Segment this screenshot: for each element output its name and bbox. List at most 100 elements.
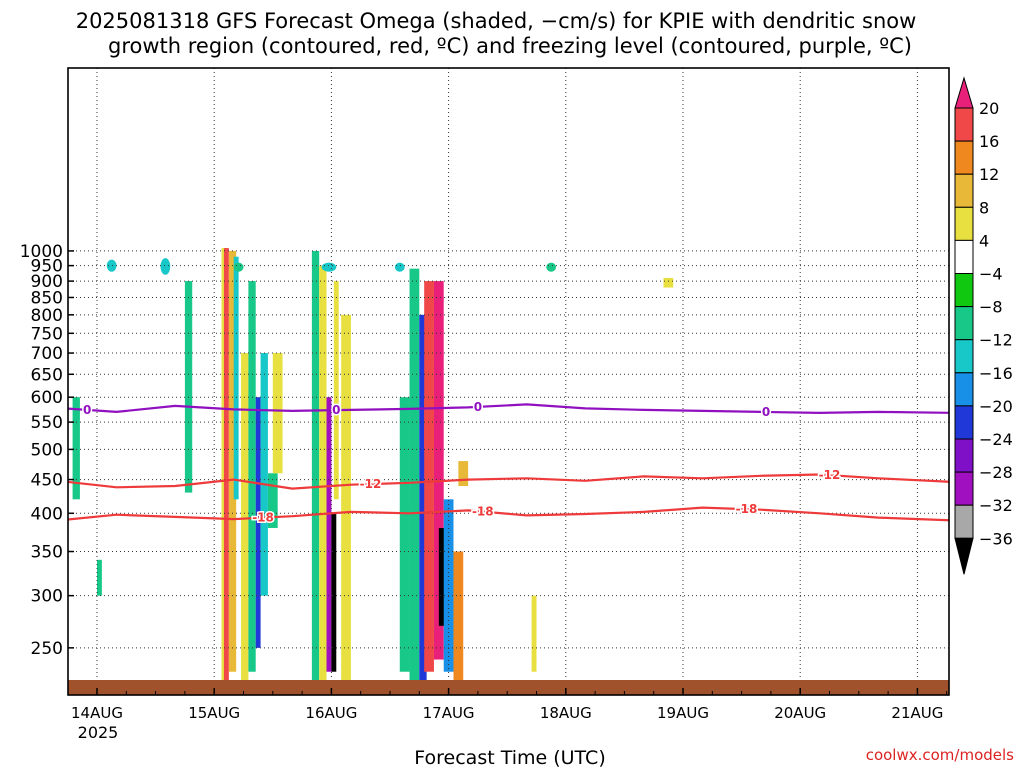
colorbar-label-3: 8 [979,198,989,217]
y-tick-label-700: 700 [31,344,63,364]
y-tick-label-800: 800 [31,306,63,326]
y-tick-label-500: 500 [31,440,63,460]
omega-band-23 [443,499,454,672]
omega-band-4 [241,353,249,695]
omega-band-19 [424,397,434,672]
chart-title-line-1: 2025081318 GFS Forecast Omega (shaded, −… [76,9,917,33]
y-tick-label-400: 400 [31,504,63,524]
colorbar-swatch-12 [954,471,974,506]
y-tick-label-950: 950 [31,257,63,277]
y-tick-label-650: 650 [31,365,63,385]
omega-blob-30 [160,258,171,275]
omega-blob-34 [546,262,557,272]
plot-frame [67,67,950,696]
colorbar-label-6: −8 [979,298,1003,317]
x-tick-label-21AUG: 21AUG [891,704,943,722]
omega-band-27 [97,559,102,596]
omega-band-25 [458,461,469,486]
colorbar-swatch-7 [954,306,974,341]
omega-band-12 [326,397,332,672]
colorbar-label-7: −12 [979,331,1013,350]
y-tick-label-450: 450 [31,471,63,491]
contour-label-0: 0 [83,403,91,417]
omega-blob-31 [233,262,244,272]
x-axis: 14AUG 15AUG 16AUG 17AUG 18AUG 19AUG 20AUG 21AUG [71,688,948,722]
x-tick-label-17AUG: 17AUG [423,704,475,722]
omega-band-1 [223,248,229,695]
contour-label-1: -12 [360,477,382,491]
colorbar-label-10: −24 [979,430,1013,449]
colorbar-label-12: −32 [979,496,1013,515]
y-tick-label-300: 300 [31,587,63,607]
y-tick-label-550: 550 [31,413,63,433]
y-tick-label-850: 850 [31,288,63,308]
colorbar-label-2: 12 [979,165,999,184]
omega-blob-33 [394,262,405,272]
colorbar-swatch-8 [954,339,974,374]
colorbar-label-8: −16 [979,364,1013,383]
colorbar-label-4: 4 [979,231,989,250]
colorbar-label-9: −20 [979,397,1013,416]
contour-label-1: -18 [472,505,494,519]
colorbar-bottom-arrow [954,537,974,575]
colorbar-swatch-3 [954,173,974,208]
colorbar-label-13: −36 [979,529,1013,548]
omega-band-3 [233,256,239,500]
contour-line-0 [68,403,949,415]
y-tick-label-1000: 1000 [20,242,63,262]
surface-ground [68,680,949,695]
omega-band-18 [419,314,427,695]
omega-band-14 [333,281,339,500]
colorbar-swatch-2 [954,140,974,175]
omega-band-6 [255,397,261,648]
colorbar-swatch-13 [954,504,974,539]
omega-band-36 [663,277,674,288]
omega-band-8 [267,473,278,528]
omega-band-7 [260,353,268,596]
omega-band-15 [341,314,351,695]
x-tick-label-15AUG: 15AUG [188,704,240,722]
contour-label-3: 0 [762,405,770,419]
y-tick-label-750: 750 [31,324,63,344]
contour-label-2: 0 [474,400,482,414]
colorbar-label-1: 16 [979,132,999,151]
colorbar-label-0: 20 [979,99,999,118]
omega-blob-32 [321,262,337,272]
y-tick-label-900: 900 [31,272,63,292]
contour-line--12 [68,473,949,490]
x-year-label: 2025 [78,723,119,742]
colorbar-swatch-5 [954,239,974,274]
chart-title-line-2: growth region (contoured, red, ºC) and f… [108,34,912,58]
x-tick-label-14AUG: 14AUG [71,704,123,722]
x-tick-label-19AUG: 19AUG [657,704,709,722]
contour-label-2: -18 [736,502,758,516]
y-tick-label-350: 350 [31,543,63,563]
contour-label-1: 0 [332,403,340,417]
omega-band-21 [433,281,444,660]
colorbar: 20 16 12 8 4 −4 −8 −12 −16 −20 −24 −28 −32 −36 [954,76,1013,575]
omega-band-5 [248,281,256,672]
omega-band-24 [453,551,464,685]
credit-text: coolwx.com/models [866,746,1014,764]
omega-band-10 [311,250,320,695]
colorbar-top-arrow [954,76,974,109]
y-tick-label-600: 600 [31,388,63,408]
omega-band-26 [72,397,80,500]
omega-band-13 [331,513,337,672]
omega-band-20 [424,281,434,450]
contour-line--18 [68,506,949,522]
omega-band-35 [531,595,537,672]
colorbar-swatch-9 [954,372,974,407]
colorbar-swatch-1 [954,107,974,142]
x-tick-label-16AUG: 16AUG [305,704,357,722]
colorbar-label-11: −28 [979,463,1013,482]
omega-band-2 [228,250,237,672]
omega-band-11 [319,265,327,695]
y-axis: 2503003504004505005506006507007508008509… [20,242,74,659]
omega-band-16 [399,397,410,672]
colorbar-swatch-11 [954,438,974,473]
omega-band-28 [184,281,193,493]
colorbar-label-5: −4 [979,265,1003,284]
colorbar-swatch-4 [954,206,974,241]
